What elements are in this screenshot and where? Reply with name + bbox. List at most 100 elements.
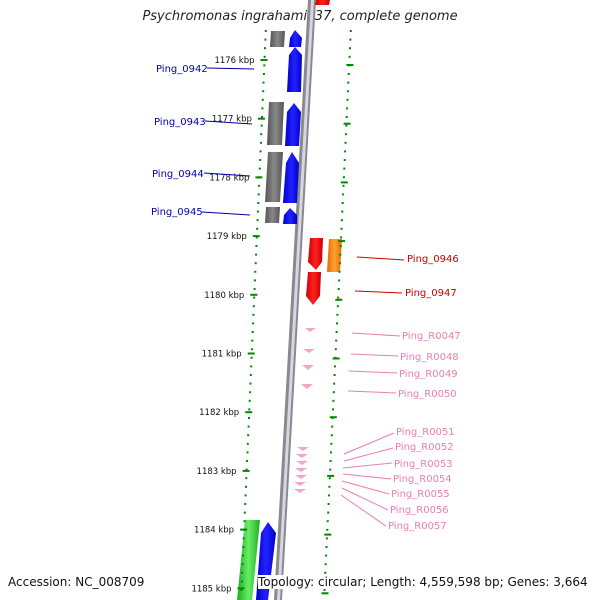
track-dot	[252, 322, 255, 325]
gene-label-ping-0946[interactable]: Ping_0946	[407, 254, 459, 265]
rna-label[interactable]: Ping_R0051	[396, 427, 455, 438]
gene-label-ping-0943[interactable]: Ping_0943	[154, 117, 206, 128]
track-dot	[339, 245, 342, 247]
kbp-tick	[237, 587, 245, 590]
kbp-label: 1185 kbp	[191, 584, 231, 594]
track-dot	[253, 279, 256, 282]
track-dot	[261, 98, 264, 101]
track-dot	[327, 503, 330, 505]
rna-label[interactable]: Ping_R0047	[402, 331, 461, 342]
green-block	[237, 520, 260, 600]
track-dot	[340, 227, 343, 230]
gene-label-ping-0945[interactable]: Ping_0945	[151, 207, 203, 218]
track-dot	[248, 417, 250, 419]
track-dot	[252, 305, 255, 308]
track-dot	[248, 399, 251, 402]
track-dot	[336, 305, 339, 308]
track-dot	[263, 64, 266, 67]
kbp-tick	[242, 469, 250, 472]
kbp-tick	[240, 528, 248, 531]
track-dot	[347, 73, 350, 75]
rna-markers	[294, 328, 316, 493]
kbp-label: 1176 kbp	[214, 56, 254, 66]
track-dot	[342, 193, 345, 196]
kbp-tick-right	[346, 64, 354, 66]
kbp-tick	[260, 59, 268, 61]
track-dot	[262, 90, 265, 93]
gene-label-ping-0947[interactable]: Ping_0947	[405, 288, 457, 299]
track-dot	[334, 348, 337, 351]
gene-label-ping-0944[interactable]: Ping_0944	[152, 169, 204, 180]
track-dot	[244, 494, 247, 497]
track-dot	[343, 167, 346, 170]
track-dot	[339, 253, 342, 256]
track-dot	[324, 571, 327, 574]
rna-label[interactable]: Ping_R0057	[388, 521, 447, 532]
track-dot	[257, 193, 260, 196]
rna-label[interactable]: Ping_R0049	[399, 369, 458, 380]
track-dot	[259, 141, 262, 144]
rna-label[interactable]: Ping_R0055	[391, 489, 450, 500]
rna-label[interactable]: Ping_R0056	[390, 505, 449, 516]
kbp-tick	[252, 235, 260, 238]
track-dot	[242, 537, 245, 540]
right-dotted-track	[323, 30, 352, 591]
left-gene-labels: Ping_0942 Ping_0943 Ping_0944 Ping_0945	[151, 64, 255, 218]
track-dot	[255, 253, 258, 256]
kbp-tick-right	[335, 298, 343, 301]
track-dot	[259, 159, 262, 161]
rna-label[interactable]: Ping_R0053	[394, 459, 453, 470]
track-dot	[255, 245, 258, 247]
rna-label[interactable]: Ping_R0050	[398, 389, 457, 400]
track-dot	[246, 460, 249, 462]
kbp-label: 1182 kbp	[199, 408, 239, 418]
track-dot	[252, 313, 255, 316]
gray-block	[265, 152, 283, 202]
track-dot	[326, 528, 329, 531]
gene-label-ping-0942[interactable]: Ping_0942	[156, 64, 208, 75]
rna-label[interactable]: Ping_R0052	[395, 442, 454, 453]
track-dot	[342, 176, 345, 179]
track-dot	[342, 184, 345, 187]
track-dot	[349, 38, 352, 41]
track-dot	[261, 116, 263, 118]
track-dot	[256, 219, 259, 222]
rna-label[interactable]: Ping_R0054	[393, 474, 452, 485]
track-dot	[335, 339, 338, 342]
track-dot	[243, 511, 246, 514]
track-dot	[249, 391, 252, 394]
track-dot	[331, 425, 334, 428]
track-dot	[333, 382, 336, 385]
kbp-label: 1183 kbp	[197, 467, 237, 477]
track-dot	[348, 55, 351, 58]
kbp-label: 1177 kbp	[212, 115, 252, 125]
track-dot	[349, 30, 352, 32]
kbp-label: 1184 kbp	[194, 526, 234, 536]
track-dot	[338, 270, 341, 273]
track-dot	[241, 571, 244, 574]
track-dot	[245, 477, 248, 480]
track-dot	[244, 503, 247, 505]
kbp-tick	[247, 352, 255, 355]
track-dot	[332, 399, 335, 402]
track-dot	[260, 124, 263, 127]
track-dot	[332, 408, 334, 411]
track-dot	[344, 133, 347, 136]
track-dot	[334, 365, 336, 368]
track-dot	[256, 227, 259, 230]
track-dot	[248, 408, 251, 411]
track-dot	[340, 236, 343, 239]
track-dot	[258, 167, 261, 170]
track-dot	[328, 477, 331, 480]
track-dot	[264, 47, 266, 50]
track-dot	[325, 546, 328, 548]
track-dot	[324, 563, 327, 566]
rna-label[interactable]: Ping_R0048	[400, 352, 459, 363]
track-dot	[332, 391, 335, 394]
track-dot	[257, 202, 260, 204]
track-dot	[347, 81, 350, 84]
kbp-tick	[257, 117, 265, 120]
kbp-scale: 1176 kbp 1177 kbp 1178 kbp 1179 kbp 1180 kbp…	[191, 56, 354, 595]
track-dot	[240, 580, 243, 583]
forward-gene	[283, 208, 297, 224]
